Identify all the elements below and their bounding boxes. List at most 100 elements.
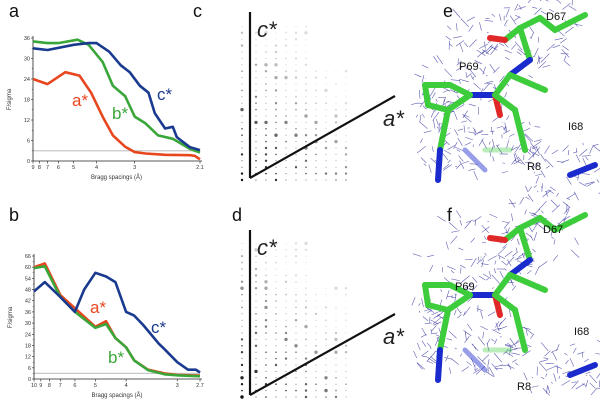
diffraction-spot bbox=[241, 274, 243, 276]
diffraction-spot bbox=[285, 102, 287, 104]
density-mesh-line bbox=[568, 5, 577, 11]
density-mesh-line bbox=[485, 278, 489, 281]
density-mesh-line bbox=[562, 215, 571, 221]
density-mesh-line bbox=[419, 100, 426, 108]
density-mesh-line bbox=[533, 184, 537, 188]
density-mesh-line bbox=[511, 44, 516, 50]
diffraction-spot bbox=[325, 179, 327, 181]
diffraction-spot bbox=[304, 63, 308, 66]
diffraction-spot bbox=[325, 332, 327, 334]
density-mesh-line bbox=[550, 199, 559, 208]
diffraction-spot bbox=[345, 319, 347, 321]
diffraction-spot bbox=[265, 134, 267, 136]
density-mesh-line bbox=[537, 190, 539, 193]
diffraction-spot bbox=[305, 25, 307, 28]
density-mesh-line bbox=[438, 125, 443, 133]
density-mesh-line bbox=[545, 363, 554, 365]
density-mesh-line bbox=[539, 359, 548, 363]
density-mesh-line bbox=[459, 43, 464, 53]
density-mesh-line bbox=[499, 75, 505, 83]
diffraction-spot bbox=[264, 299, 268, 303]
atom-bond-carbon bbox=[517, 25, 533, 63]
density-mesh-line bbox=[564, 352, 568, 356]
density-mesh-line bbox=[511, 158, 517, 165]
diffraction-spot bbox=[265, 268, 267, 270]
diffraction-spot bbox=[285, 396, 287, 398]
diffraction-spot bbox=[255, 364, 257, 366]
density-mesh-line bbox=[421, 74, 425, 83]
diffraction-spot bbox=[275, 268, 277, 270]
diffraction-spot bbox=[315, 70, 317, 72]
diffraction-spot bbox=[315, 96, 317, 98]
diffraction-spot bbox=[241, 51, 243, 53]
diffraction-spot bbox=[305, 57, 307, 60]
density-mesh-line bbox=[446, 25, 452, 30]
diffraction-spot bbox=[285, 25, 287, 27]
atom-bond-faded bbox=[462, 147, 488, 173]
diffraction-spot bbox=[315, 396, 317, 398]
diffraction-spot bbox=[305, 345, 307, 347]
density-mesh-line bbox=[453, 142, 458, 150]
panel-label-d: d bbox=[232, 205, 243, 225]
density-mesh-line bbox=[522, 133, 532, 142]
density-mesh-line bbox=[521, 326, 531, 330]
diffraction-spot bbox=[265, 345, 267, 347]
density-mesh-line bbox=[443, 277, 450, 283]
a-star-axis bbox=[249, 313, 396, 396]
diffraction-spot bbox=[241, 306, 243, 309]
density-mesh-line bbox=[453, 309, 457, 315]
diffraction-spot bbox=[295, 306, 297, 309]
diffraction-spot bbox=[305, 96, 307, 98]
density-mesh-line bbox=[469, 68, 477, 78]
density-mesh-line bbox=[523, 372, 528, 381]
density-mesh-line bbox=[480, 310, 484, 319]
a-star-label: a* bbox=[383, 324, 405, 349]
diffraction-spot bbox=[325, 338, 327, 341]
diffraction-spot bbox=[295, 370, 297, 373]
diffraction-spot bbox=[335, 370, 337, 372]
diffraction-spot bbox=[304, 324, 308, 329]
density-mesh-line bbox=[490, 45, 498, 51]
density-mesh-line bbox=[474, 129, 483, 136]
panel-label-f: f bbox=[447, 205, 453, 225]
density-mesh-line bbox=[481, 139, 487, 149]
density-mesh-line bbox=[564, 60, 571, 67]
diffraction-spot bbox=[241, 25, 243, 27]
diffraction-spot bbox=[274, 50, 278, 54]
diffraction-spot bbox=[274, 63, 278, 67]
density-mesh-line bbox=[502, 243, 508, 249]
density-mesh-line bbox=[479, 22, 482, 31]
diffraction-spot bbox=[265, 249, 267, 251]
density-mesh-line bbox=[528, 154, 534, 161]
density-mesh-line bbox=[547, 385, 551, 393]
diffraction-spot bbox=[325, 383, 327, 385]
diffraction-spot bbox=[304, 31, 308, 35]
density-mesh-line bbox=[514, 160, 523, 165]
density-mesh-line bbox=[558, 216, 567, 226]
diffraction-spot bbox=[275, 390, 277, 392]
diffraction-spot bbox=[335, 89, 337, 91]
density-mesh-line bbox=[430, 109, 435, 118]
density-mesh-line bbox=[529, 26, 535, 34]
diffraction-spot bbox=[275, 370, 277, 372]
atom-bond-faded bbox=[462, 347, 488, 373]
atom-bond-carbon bbox=[492, 292, 518, 313]
diffraction-spot bbox=[265, 96, 267, 98]
diffraction-spot bbox=[344, 172, 348, 175]
density-mesh-line bbox=[524, 133, 534, 142]
diffraction-spot bbox=[294, 38, 298, 41]
density-mesh-line bbox=[545, 373, 548, 377]
atom-bond-nitrogen bbox=[567, 162, 598, 178]
residue-label-d67: D67 bbox=[543, 224, 563, 236]
density-mesh-line bbox=[487, 220, 490, 223]
density-mesh-line bbox=[430, 157, 437, 164]
diffraction-spot bbox=[264, 120, 268, 125]
diffraction-spot bbox=[305, 172, 307, 175]
density-mesh-line bbox=[458, 155, 464, 162]
density-mesh-line bbox=[420, 138, 423, 144]
diffraction-spot bbox=[265, 115, 267, 117]
density-mesh-line bbox=[541, 210, 544, 214]
density-mesh-line bbox=[561, 380, 570, 386]
diffraction-spot bbox=[345, 160, 347, 162]
density-mesh-line bbox=[479, 43, 489, 49]
